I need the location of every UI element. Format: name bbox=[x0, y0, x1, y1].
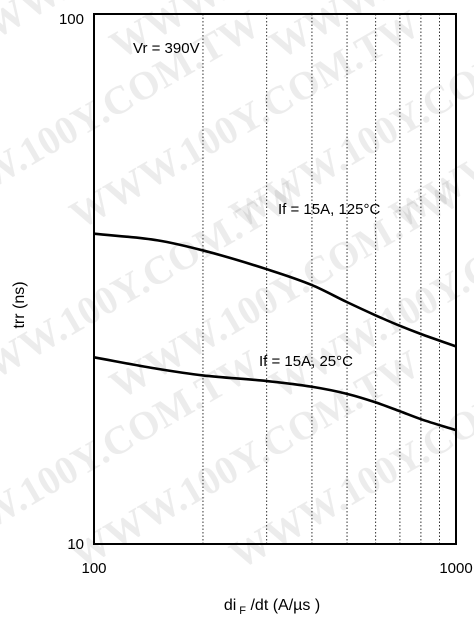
series-label-125c: If = 15A, 125°C bbox=[278, 201, 380, 218]
y-tick-label-10: 10 bbox=[67, 536, 84, 553]
x-tick-label-1000: 1000 bbox=[439, 560, 472, 577]
x-tick-label-100: 100 bbox=[81, 560, 106, 577]
vertical-gridlines bbox=[202, 14, 440, 544]
y-axis-label: trr (ns) bbox=[11, 281, 28, 328]
x-axis-label-main: di bbox=[224, 597, 236, 614]
series-line-125c bbox=[93, 232, 457, 348]
y-tick-label-100: 100 bbox=[59, 11, 84, 28]
watermark-layer: WWW.100Y.COM.TWWWW.100Y.COM.TWWWW.100Y.C… bbox=[0, 0, 474, 578]
x-axis-label: di F /dt (A/µs ) bbox=[224, 597, 320, 617]
series-label-25c: If = 15A, 25°C bbox=[259, 353, 353, 370]
plot-frame bbox=[93, 13, 457, 545]
x-axis-label-subscript: F bbox=[239, 605, 246, 617]
annotation-vr: Vr = 390V bbox=[133, 40, 200, 57]
series-layer bbox=[93, 232, 457, 432]
x-axis-label-rest: /dt (A/µs ) bbox=[246, 597, 320, 614]
series-line-25c bbox=[93, 356, 457, 432]
